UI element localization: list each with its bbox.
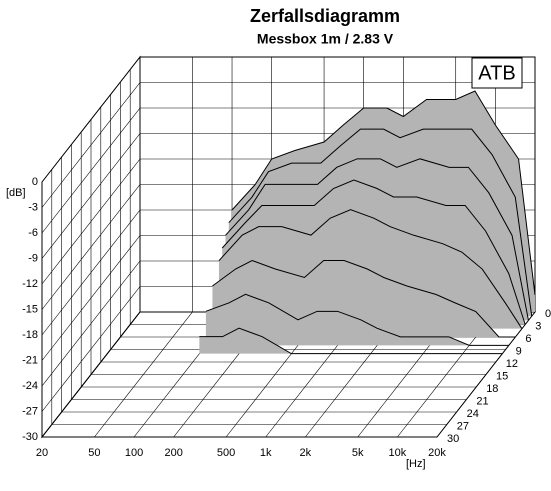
x-tick-label: 2k [300,447,312,459]
slice-line [231,90,536,296]
slice-line [212,259,516,338]
chart-subtitle: Messbox 1m / 2.83 V [257,31,394,47]
plot: 0 -3 -6 -9 -12 -15 -18 -21 -24 -27 -30 20 50 100 200 50… [22,55,551,459]
y-tick-label: -27 [22,405,38,417]
slice-fill [199,328,503,354]
y-tick-label: -21 [22,354,38,366]
slice-line [225,158,529,321]
y-tick-label: -18 [22,329,38,341]
grid-line [94,57,193,438]
chart-title: Zerfallsdiagramm [250,6,400,26]
x-tick-label: 50 [88,447,100,459]
slice-line [199,327,503,355]
x-tick-label: 10k [388,447,406,459]
z-tick-label: 15 [496,370,508,382]
x-axis-label: [Hz] [406,458,426,470]
z-tick-label: 9 [516,345,522,357]
slice-line [221,179,526,325]
grid-line [80,132,477,388]
x-tick-label: 100 [125,447,143,459]
x-tick-label: 1k [260,447,272,459]
y-tick-label: 0 [32,176,38,188]
grid-line [133,57,233,438]
grid-line [90,119,486,375]
z-tick-label: 18 [486,383,498,395]
z-tick-label: 30 [447,433,459,445]
grid-line [100,107,496,363]
annotation: ATB [478,62,515,84]
slice-line [218,209,523,329]
z-tick-label: 0 [545,308,551,320]
slice-line [228,128,533,317]
z-tick-label: 27 [457,420,469,432]
x-tick-label: 20k [428,447,446,459]
grid-line [110,94,506,350]
x-tick-label: 500 [217,447,235,459]
grid-line [51,169,447,425]
z-tick-label: 24 [467,408,479,420]
y-tick-label: -12 [22,278,38,290]
y-tick-label: -3 [28,201,38,213]
z-tick-label: 21 [476,395,488,407]
x-tick-label: 20 [36,447,48,459]
y-tick-label: -30 [22,431,38,443]
y-axis-label: [dB] [6,187,26,199]
z-tick-label: 6 [525,333,531,345]
grid-line [41,182,437,438]
annotation-box [471,57,523,89]
slice-fill [205,294,509,346]
z-tick-label: 12 [506,358,518,370]
x-tick-label: 5k [352,447,364,459]
slice-line [205,293,509,346]
grid-line [71,144,467,400]
y-tick-label: -9 [28,252,38,264]
y-tick-label: -6 [28,227,38,239]
z-tick-label: 3 [535,320,541,332]
y-tick-label: -15 [22,303,38,315]
y-tick-label: -24 [22,380,38,392]
grid-line [61,157,457,413]
x-tick-label: 200 [164,447,182,459]
